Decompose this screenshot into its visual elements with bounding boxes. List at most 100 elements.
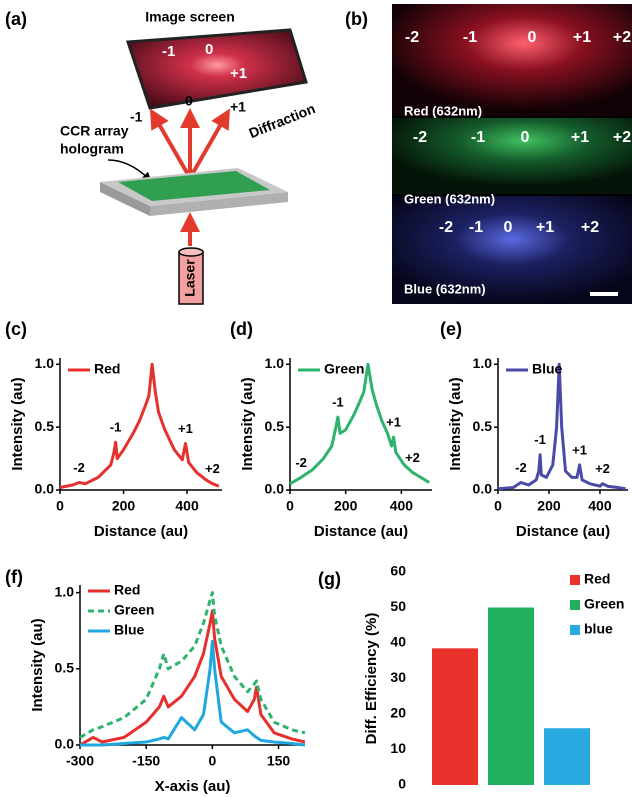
legend-label: blue (584, 621, 613, 637)
photo-labels: -2 -1 0 +1 +2 Red (632nm) -2 -1 0 +1 +2 Green (632n… (404, 29, 631, 296)
series-line (497, 362, 626, 491)
screen-order: 0 (205, 41, 213, 58)
x-tick-label: 400 (175, 498, 199, 514)
panel-label: (b) (345, 9, 368, 29)
beam-order: 0 (185, 93, 193, 109)
hologram-label: CCR array (60, 123, 129, 139)
y-axis-label: Intensity (au) (29, 618, 46, 711)
x-tick-label: 150 (267, 753, 291, 769)
series-line (59, 362, 220, 489)
photo-caption: Blue (632nm) (404, 281, 486, 296)
legend-label: Red (114, 582, 140, 598)
y-tick-label: 0.5 (55, 660, 75, 676)
x-axis-label: Distance (au) (516, 523, 610, 540)
y-tick-label: 60 (390, 563, 406, 579)
plate-side (100, 182, 150, 216)
legend-label: Blue (114, 622, 145, 638)
beam-arrow (150, 108, 192, 179)
screen-order: +1 (230, 65, 247, 82)
photo-green (392, 118, 632, 194)
screen-title: Image screen (145, 9, 235, 25)
legend-label: Green (324, 361, 364, 377)
annotation: -1 (534, 432, 546, 447)
annotation: -2 (73, 460, 85, 475)
bar (432, 648, 478, 785)
order-label: +2 (613, 29, 631, 46)
beam-order: +1 (230, 99, 246, 115)
order-label: +1 (573, 29, 591, 46)
order-label: 0 (521, 129, 530, 146)
laser-label: Laser (182, 259, 198, 297)
x-tick-label: 0 (494, 498, 502, 514)
annotation: +1 (572, 442, 587, 457)
y-axis-label: Intensity (au) (239, 377, 256, 470)
scale-bar (590, 292, 618, 296)
legend-label: Red (94, 361, 120, 377)
annotation: -1 (332, 395, 344, 410)
legend-swatch (570, 600, 580, 610)
order-label: -1 (469, 219, 483, 236)
x-tick-label: 0 (56, 498, 64, 514)
legend-label: Blue (532, 361, 563, 377)
y-tick-label: 0.0 (35, 481, 55, 497)
annotation: -2 (515, 460, 527, 475)
beam-order: -1 (130, 109, 143, 125)
y-tick-label: 1.0 (55, 583, 75, 599)
order-label: -2 (413, 129, 427, 146)
order-label: -2 (405, 29, 419, 46)
screen-order: -1 (162, 43, 175, 60)
legend-label: Green (114, 602, 154, 618)
panel-label: (c) (5, 319, 27, 339)
x-tick-label: -150 (132, 753, 160, 769)
hologram-label: hologram (60, 141, 124, 157)
y-tick-label: 30 (390, 669, 406, 685)
diffraction-label: Diffraction (247, 100, 318, 141)
image-screen (125, 28, 308, 110)
order-label: -2 (439, 219, 453, 236)
panel-label: (f) (5, 567, 23, 587)
x-tick-label: 200 (537, 498, 561, 514)
y-tick-label: 0.0 (473, 481, 493, 497)
x-tick-label: -300 (66, 753, 94, 769)
photo-blue (392, 196, 632, 304)
order-label: -1 (471, 129, 485, 146)
y-tick-label: 0 (398, 776, 406, 792)
annotation: +2 (405, 450, 420, 465)
panel-label: (d) (230, 319, 253, 339)
order-label: 0 (528, 29, 537, 46)
x-tick-label: 0 (286, 498, 294, 514)
order-label: +2 (613, 129, 631, 146)
annotation: +1 (178, 421, 193, 436)
series-line (79, 591, 306, 739)
panel-label: (g) (318, 569, 341, 589)
y-tick-label: 0.5 (473, 418, 493, 434)
y-tick-label: 1.0 (265, 355, 285, 371)
x-tick-label: 400 (390, 498, 414, 514)
y-axis-label: Diff. Efficiency (%) (363, 613, 380, 745)
hologram (118, 171, 270, 201)
x-axis-label: X-axis (au) (155, 778, 231, 795)
annotation: +2 (595, 461, 610, 476)
plots: 0.0 0.5 1.0 Intensity (au) (c) 0 200 400 Distanc… (5, 319, 628, 795)
order-label: 0 (504, 219, 513, 236)
x-tick-label: 200 (112, 498, 136, 514)
x-tick-label: 400 (588, 498, 612, 514)
y-tick-label: 0.0 (265, 481, 285, 497)
panel-label: (a) (5, 9, 27, 29)
x-tick-label: 0 (208, 753, 216, 769)
annotation: -1 (110, 420, 122, 435)
order-label: +1 (536, 219, 554, 236)
photo-caption: Red (632nm) (404, 103, 482, 118)
annotation: +1 (386, 415, 401, 430)
y-tick-label: 1.0 (473, 355, 493, 371)
y-axis-label: Intensity (au) (9, 377, 26, 470)
y-axis-label: Intensity (au) (447, 377, 464, 470)
y-tick-label: 0.5 (265, 418, 285, 434)
order-label: +2 (581, 219, 599, 236)
order-label: +1 (571, 129, 589, 146)
x-tick-label: 200 (334, 498, 358, 514)
annotation: +2 (205, 461, 220, 476)
legend-label: Red (584, 571, 610, 587)
laser-top (178, 247, 204, 257)
